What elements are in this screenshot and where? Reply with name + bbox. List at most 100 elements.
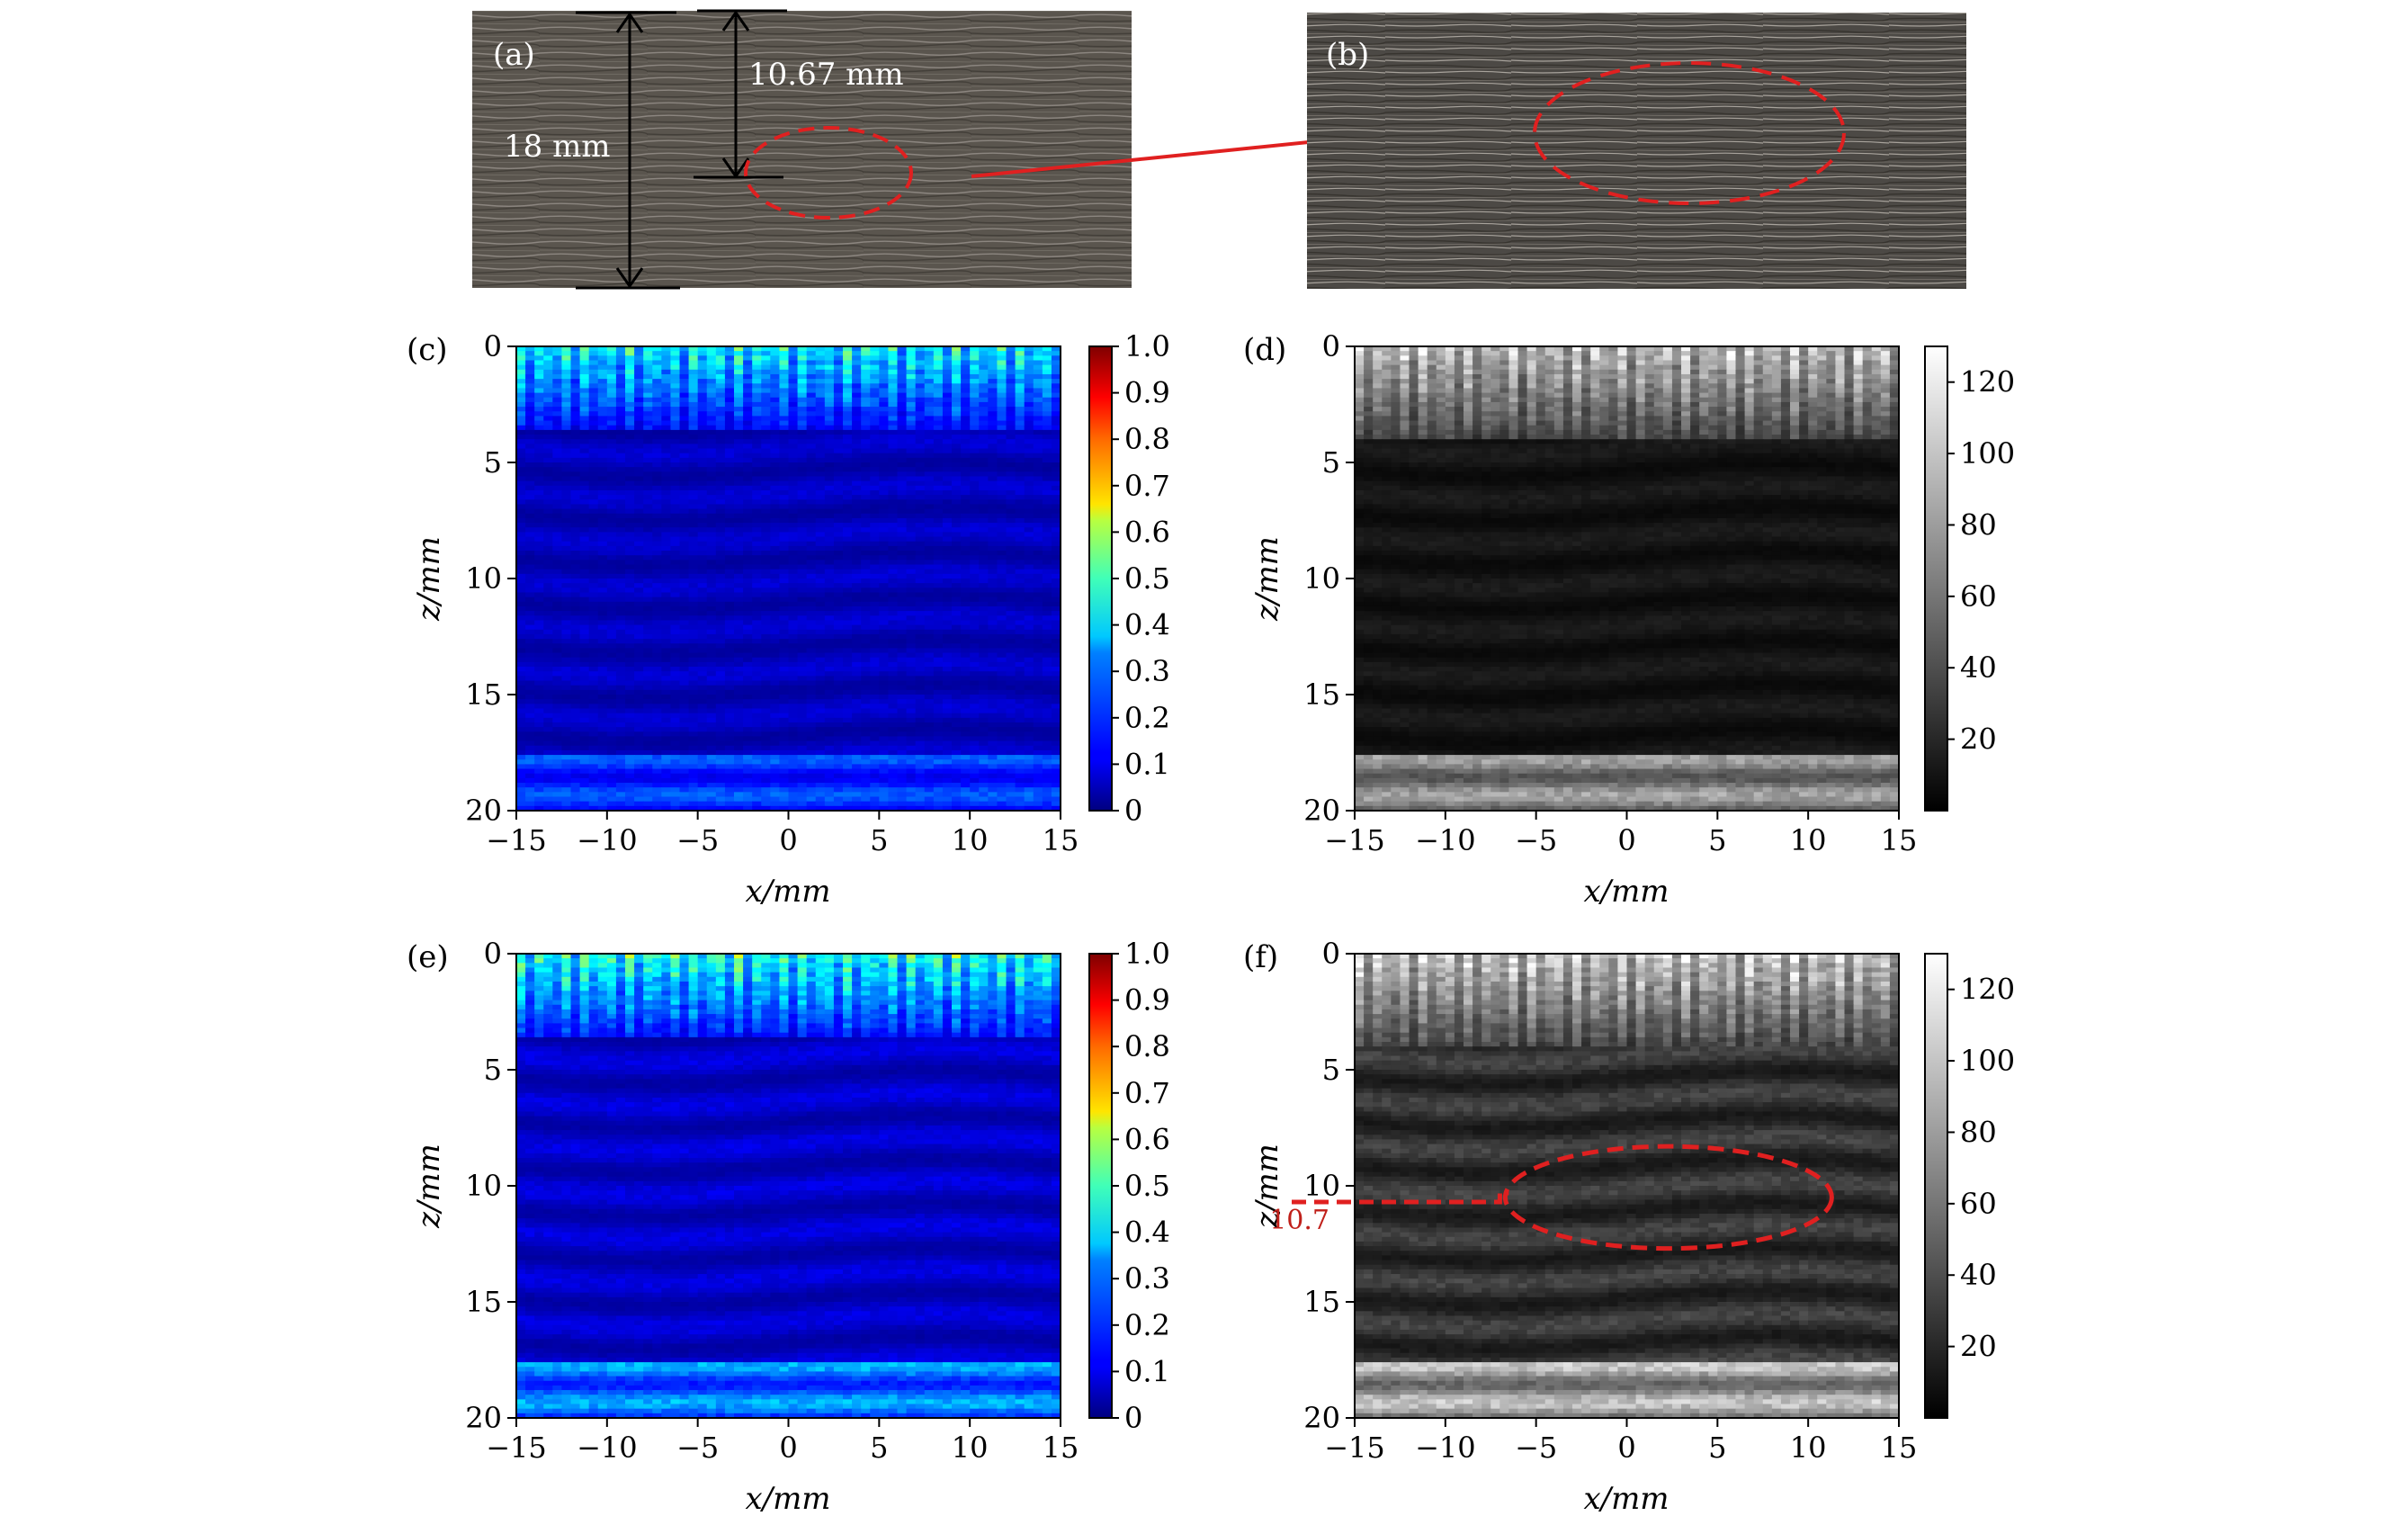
heatmap-cell (661, 532, 672, 538)
heatmap-cell (715, 717, 726, 723)
heatmap-cell (588, 620, 599, 626)
heatmap-cell (697, 499, 708, 506)
heatmap-cell (1024, 579, 1034, 584)
heatmap-cell (897, 633, 908, 640)
heatmap-cell (797, 379, 808, 384)
heatmap-cell (652, 708, 662, 714)
heatmap-cell (997, 685, 1007, 691)
heatmap-cell (570, 569, 581, 575)
heatmap-cell (697, 713, 708, 719)
heatmap-cell (670, 383, 681, 390)
heatmap-cell (870, 401, 880, 408)
heatmap-cell (761, 695, 771, 700)
heatmap-cell (715, 425, 726, 431)
heatmap-cell (579, 648, 590, 654)
heatmap-cell (525, 569, 535, 575)
heatmap-cell (561, 467, 572, 472)
heatmap-cell (570, 346, 581, 352)
heatmap-cell (706, 467, 717, 472)
heatmap-cell (625, 444, 635, 450)
heatmap-cell (534, 727, 544, 732)
heatmap-cell (833, 588, 844, 594)
heatmap-cell (579, 379, 590, 384)
heatmap-cell (752, 480, 762, 487)
heatmap-cell (852, 652, 862, 659)
heatmap-cell (552, 661, 563, 668)
heatmap-cell (870, 699, 880, 704)
heatmap-cell (933, 407, 944, 412)
heatmap-cell (1015, 648, 1025, 654)
heatmap-cell (570, 717, 581, 723)
heatmap-cell (979, 425, 989, 431)
heatmap-cell (879, 351, 890, 356)
heatmap-cell (552, 671, 563, 677)
heatmap-cell (933, 346, 944, 352)
heatmap-cell (679, 388, 690, 394)
heatmap-cell (788, 425, 799, 431)
heatmap-cell (715, 471, 726, 478)
heatmap-cell (879, 722, 890, 728)
heatmap-cell (970, 462, 980, 468)
heatmap-cell (1006, 717, 1016, 723)
heatmap-cell (534, 476, 544, 482)
heatmap-cell (870, 411, 880, 417)
heatmap-cell (997, 708, 1007, 714)
heatmap-cell (688, 541, 699, 547)
heatmap-cell (770, 532, 781, 538)
heatmap-cell (952, 704, 962, 710)
heatmap-cell (1006, 560, 1016, 566)
heatmap-cell (552, 620, 563, 626)
heatmap-cell (652, 429, 662, 435)
heatmap-cell (797, 467, 808, 472)
heatmap-cell (970, 685, 980, 691)
heatmap-cell (879, 504, 890, 510)
heatmap-cell (870, 355, 880, 362)
heatmap-cell (661, 448, 672, 454)
heatmap-cell (570, 355, 581, 362)
heatmap-cell (961, 513, 971, 519)
heatmap-cell (606, 489, 617, 496)
heatmap-cell (843, 383, 853, 390)
heatmap-cell (979, 453, 989, 459)
heatmap-cell (615, 508, 626, 515)
heatmap-cell (879, 420, 890, 426)
heatmap-cell (870, 592, 880, 598)
heatmap-cell (888, 657, 899, 663)
heatmap-cell (561, 695, 572, 700)
heatmap-cell (606, 485, 617, 491)
heatmap-cell (688, 416, 699, 422)
heatmap-cell (1042, 489, 1052, 496)
heatmap-cell (979, 495, 989, 500)
heatmap-cell (970, 485, 980, 491)
heatmap-cell (952, 676, 962, 682)
heatmap-cell (815, 392, 826, 399)
heatmap-cell (688, 592, 699, 598)
heatmap-cell (525, 351, 535, 356)
heatmap-cell (924, 508, 935, 515)
heatmap-cell (552, 429, 563, 435)
heatmap-cell (933, 513, 944, 519)
heatmap-cell (525, 504, 535, 510)
heatmap-cell (979, 579, 989, 584)
heatmap-cell (997, 401, 1007, 408)
heatmap-cell (561, 407, 572, 412)
heatmap-cell (897, 545, 908, 552)
heatmap-cell (915, 373, 926, 380)
heatmap-cell (652, 416, 662, 422)
heatmap-cell (952, 689, 962, 695)
heatmap-cell (761, 597, 771, 603)
heatmap-cell (879, 499, 890, 506)
heatmap-cell (743, 680, 753, 686)
heatmap-cell (552, 448, 563, 454)
heatmap-cell (843, 708, 853, 714)
heatmap-cell (770, 425, 781, 431)
heatmap-cell (1006, 517, 1016, 524)
heatmap-cell (761, 429, 771, 435)
heatmap-cell (697, 667, 708, 672)
heatmap-cell (752, 388, 762, 394)
heatmap-cell (915, 411, 926, 417)
heatmap-cell (752, 573, 762, 579)
heatmap-cell (652, 652, 662, 659)
heatmap-cell (815, 560, 826, 566)
heatmap-cell (561, 444, 572, 450)
